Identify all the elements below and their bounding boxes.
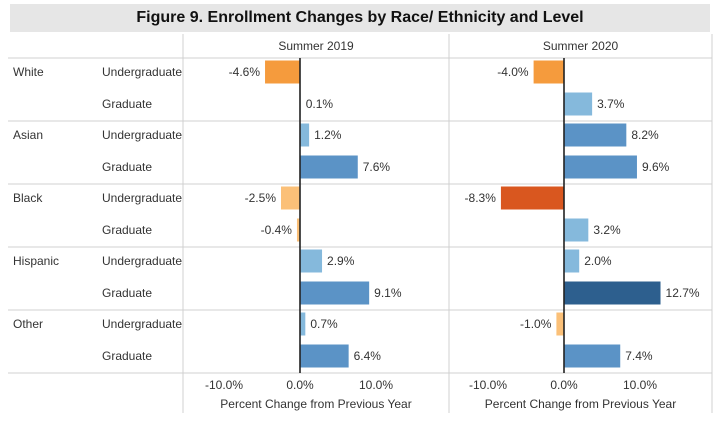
- data-label: 3.7%: [597, 97, 625, 111]
- group-label: White: [13, 65, 44, 79]
- data-label: 6.4%: [354, 349, 382, 363]
- x-tick-label: -10.0%: [469, 378, 507, 392]
- group-label: Asian: [13, 128, 43, 142]
- chart-title: Figure 9. Enrollment Changes by Race/ Et…: [10, 4, 710, 32]
- data-label: 9.6%: [642, 160, 670, 174]
- data-label: 0.7%: [310, 317, 338, 331]
- data-label: 3.2%: [593, 223, 621, 237]
- bar: [300, 312, 306, 336]
- x-tick-label: 10.0%: [359, 378, 393, 392]
- data-label: -4.6%: [229, 65, 261, 79]
- data-label: -0.4%: [261, 223, 293, 237]
- bar: [281, 186, 300, 210]
- data-label: 7.4%: [625, 349, 653, 363]
- x-axis-title: Percent Change from Previous Year: [220, 397, 411, 411]
- bar: [564, 249, 580, 273]
- level-label: Graduate: [102, 349, 152, 363]
- bar: [556, 312, 564, 336]
- data-label: 8.2%: [631, 128, 659, 142]
- bar: [296, 218, 300, 242]
- level-label: Undergraduate: [102, 65, 182, 79]
- data-label: 9.1%: [374, 286, 402, 300]
- bar: [564, 344, 621, 368]
- panel-header: Summer 2020: [543, 39, 619, 53]
- data-label: 12.7%: [666, 286, 700, 300]
- level-label: Graduate: [102, 223, 152, 237]
- bar: [300, 123, 310, 147]
- bar: [300, 344, 349, 368]
- level-label: Undergraduate: [102, 128, 182, 142]
- data-label: 7.6%: [363, 160, 391, 174]
- group-label: Other: [13, 317, 43, 331]
- panel-header: Summer 2019: [278, 39, 354, 53]
- bar: [564, 218, 589, 242]
- level-label: Graduate: [102, 286, 152, 300]
- data-label: 0.1%: [306, 97, 334, 111]
- bar: [564, 92, 593, 116]
- data-label: -4.0%: [497, 65, 529, 79]
- bar: [300, 249, 323, 273]
- x-tick-label: 10.0%: [623, 378, 657, 392]
- bar: [500, 186, 564, 210]
- data-label: -1.0%: [520, 317, 552, 331]
- data-label: -8.3%: [465, 191, 497, 205]
- x-tick-label: -10.0%: [205, 378, 243, 392]
- level-label: Undergraduate: [102, 317, 182, 331]
- group-label: Black: [13, 191, 43, 205]
- level-label: Graduate: [102, 97, 152, 111]
- level-label: Undergraduate: [102, 254, 182, 268]
- data-label: 2.0%: [584, 254, 612, 268]
- x-tick-label: 0.0%: [550, 378, 578, 392]
- data-label: 2.9%: [327, 254, 355, 268]
- bar: [265, 60, 300, 84]
- level-label: Undergraduate: [102, 191, 182, 205]
- bar: [564, 155, 637, 179]
- bar: [564, 123, 627, 147]
- bar: [564, 281, 661, 305]
- bar: [533, 60, 564, 84]
- bar: [300, 281, 370, 305]
- level-label: Graduate: [102, 160, 152, 174]
- data-label: -2.5%: [245, 191, 277, 205]
- x-tick-label: 0.0%: [286, 378, 314, 392]
- data-label: 1.2%: [314, 128, 342, 142]
- group-label: Hispanic: [13, 254, 59, 268]
- x-axis-title: Percent Change from Previous Year: [485, 397, 676, 411]
- bar: [300, 155, 358, 179]
